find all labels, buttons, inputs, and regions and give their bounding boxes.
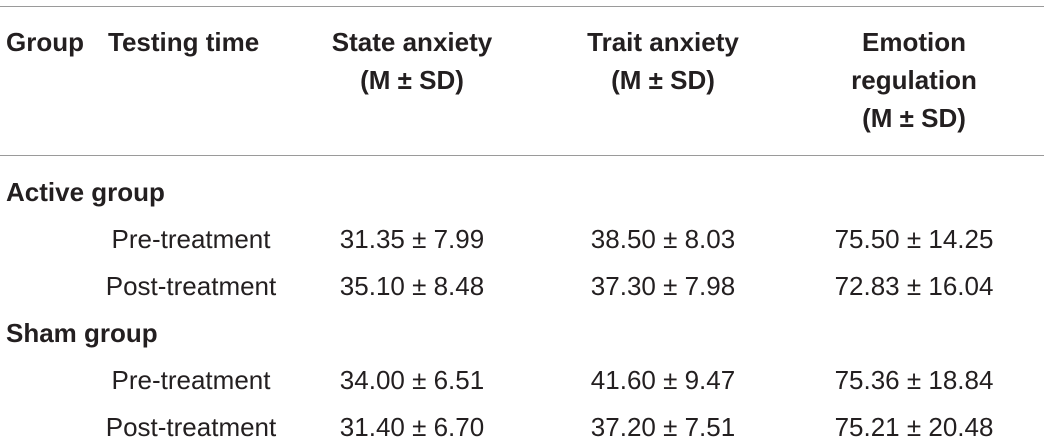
row-emotion-value: 75.50 ± 14.25 (834, 224, 994, 254)
row-time: Post-treatment (105, 412, 277, 442)
row-emotion-value: 72.83 ± 16.04 (834, 271, 994, 301)
row-time: Pre-treatment (111, 365, 271, 395)
row-emotion-value: 75.21 ± 20.48 (834, 412, 994, 442)
row-trait-value: 37.20 ± 7.51 (590, 412, 736, 442)
row-state-value: 31.35 ± 7.99 (339, 224, 485, 254)
header-testing-time: Testing time (108, 27, 260, 57)
header-trait-anxiety: Trait anxiety (M ± SD) (587, 27, 739, 95)
table-top-rule (0, 6, 1044, 7)
group-label-active: Active group (6, 177, 165, 207)
row-trait-value: 38.50 ± 8.03 (590, 224, 736, 254)
header-emotion-regulation: Emotion regulation (M ± SD) (851, 27, 977, 133)
row-time: Post-treatment (105, 271, 277, 301)
header-group: Group (6, 27, 84, 57)
row-trait-value: 41.60 ± 9.47 (590, 365, 736, 395)
header-state-anxiety: State anxiety (M ± SD) (331, 27, 493, 95)
row-state-value: 35.10 ± 8.48 (339, 271, 485, 301)
group-label-sham: Sham group (6, 318, 158, 348)
row-emotion-value: 75.36 ± 18.84 (834, 365, 994, 395)
header-bottom-rule (0, 155, 1044, 156)
row-trait-value: 37.30 ± 7.98 (590, 271, 736, 301)
row-state-value: 34.00 ± 6.51 (339, 365, 485, 395)
row-time: Pre-treatment (111, 224, 271, 254)
row-state-value: 31.40 ± 6.70 (339, 412, 485, 442)
